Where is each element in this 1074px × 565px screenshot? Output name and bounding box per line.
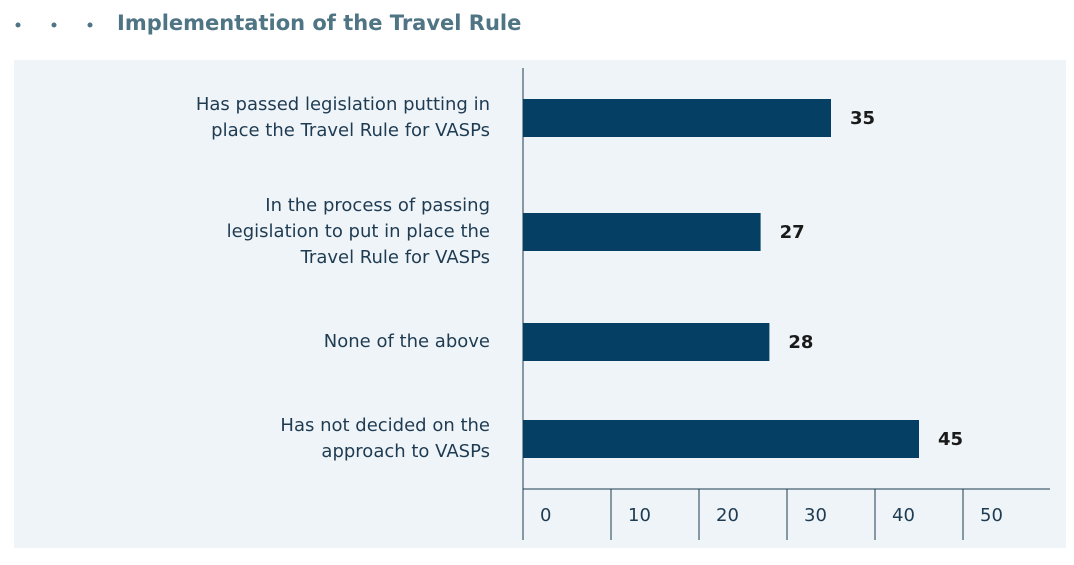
dot [15,22,21,28]
x-tick-label: 30 [804,505,827,526]
x-tick-label: 0 [540,505,551,526]
value-label: 27 [780,222,805,243]
panel [14,60,1066,548]
bar [523,420,919,458]
x-tick-label: 20 [716,505,739,526]
bar [523,213,761,251]
y-tick-label: None of the above [323,331,490,352]
value-label: 45 [938,429,963,450]
bar [523,99,831,137]
value-label: 35 [850,108,875,129]
y-tick-label: Has passed legislation putting in place … [195,94,490,141]
value-label: 28 [788,332,813,353]
x-tick-label: 50 [980,505,1003,526]
dot [51,22,57,28]
y-tick-label: Has not decided on the approach to VASPs [280,415,490,462]
bar [523,323,770,361]
y-tick-label: In the process of passing legislation to… [226,195,490,268]
dot [87,22,93,28]
chart-title: Implementation of the Travel Rule [117,11,521,35]
x-tick-label: 10 [628,505,651,526]
x-tick-label: 40 [892,505,915,526]
